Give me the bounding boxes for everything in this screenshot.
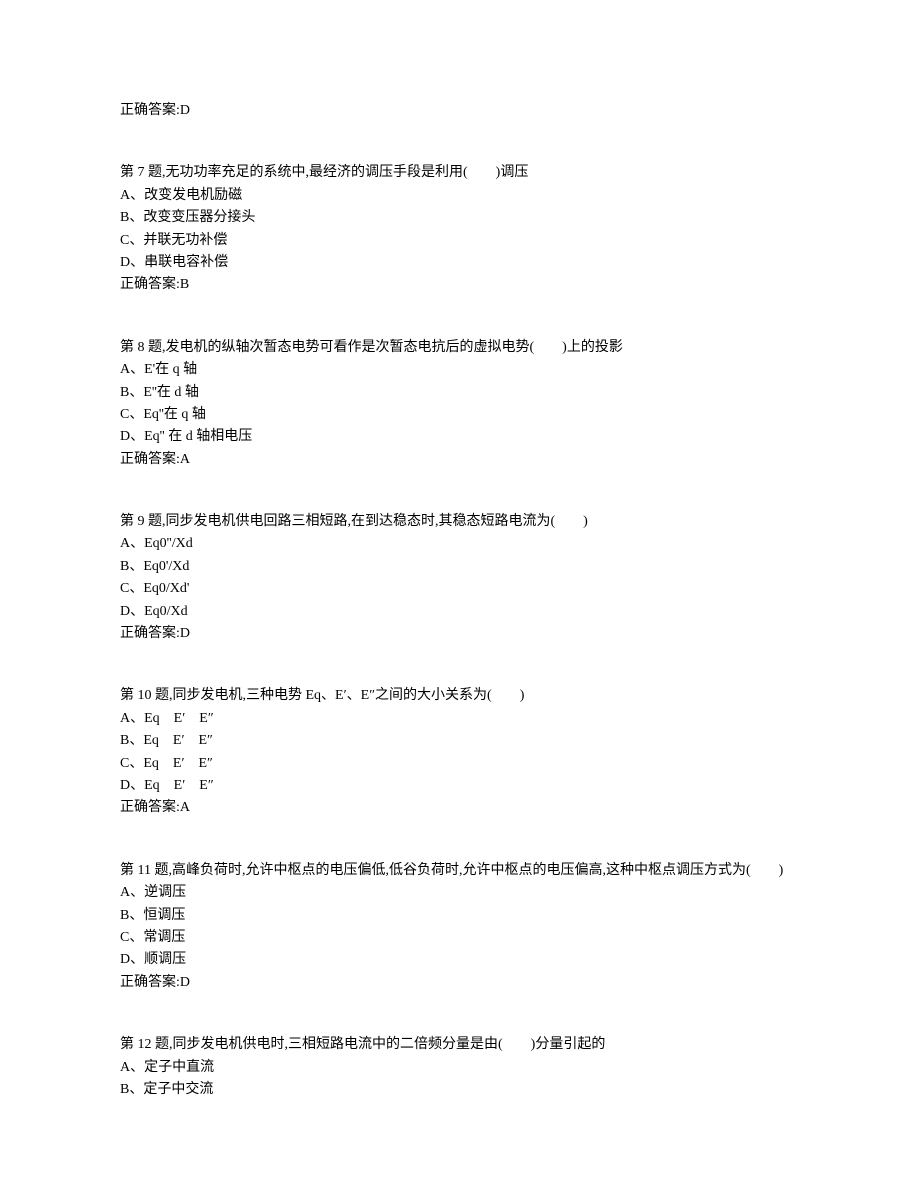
option-c: C、常调压	[120, 927, 800, 949]
option-d: D、Eq E′ E″	[120, 775, 800, 797]
option-b: B、恒调压	[120, 905, 800, 927]
option-c: C、并联无功补偿	[120, 230, 800, 252]
question-block-8: 第 8 题,发电机的纵轴次暂态电势可看作是次暂态电抗后的虚拟电势( )上的投影 …	[120, 337, 800, 471]
option-b: B、定子中交流	[120, 1079, 800, 1101]
option-a: A、定子中直流	[120, 1057, 800, 1079]
question-header: 第 7 题,无功功率充足的系统中,最经济的调压手段是利用( )调压	[120, 162, 800, 184]
question-block-10: 第 10 题,同步发电机,三种电势 Eq、E′、E″之间的大小关系为( ) A、…	[120, 685, 800, 819]
question-header: 第 11 题,高峰负荷时,允许中枢点的电压偏低,低谷负荷时,允许中枢点的电压偏高…	[120, 860, 800, 882]
question-block-11: 第 11 题,高峰负荷时,允许中枢点的电压偏低,低谷负荷时,允许中枢点的电压偏高…	[120, 860, 800, 994]
option-d: D、Eq0/Xd	[120, 601, 800, 623]
question-block-7: 第 7 题,无功功率充足的系统中,最经济的调压手段是利用( )调压 A、改变发电…	[120, 162, 800, 296]
option-b: B、Eq0'/Xd	[120, 556, 800, 578]
option-b: B、E''在 d 轴	[120, 382, 800, 404]
correct-answer: 正确答案:A	[120, 797, 800, 819]
top-answer-line: 正确答案:D	[120, 100, 800, 122]
correct-answer: 正确答案:A	[120, 449, 800, 471]
option-d: D、串联电容补偿	[120, 252, 800, 274]
question-header: 第 9 题,同步发电机供电回路三相短路,在到达稳态时,其稳态短路电流为( )	[120, 511, 800, 533]
option-c: C、Eq0/Xd'	[120, 578, 800, 600]
option-c: C、Eq E′ E″	[120, 753, 800, 775]
correct-answer: 正确答案:D	[120, 972, 800, 994]
option-b: B、Eq E′ E″	[120, 730, 800, 752]
question-block-9: 第 9 题,同步发电机供电回路三相短路,在到达稳态时,其稳态短路电流为( ) A…	[120, 511, 800, 645]
option-a: A、E'在 q 轴	[120, 359, 800, 381]
option-a: A、Eq0''/Xd	[120, 533, 800, 555]
correct-answer: 正确答案:D	[120, 623, 800, 645]
question-header: 第 8 题,发电机的纵轴次暂态电势可看作是次暂态电抗后的虚拟电势( )上的投影	[120, 337, 800, 359]
option-c: C、Eq''在 q 轴	[120, 404, 800, 426]
option-a: A、改变发电机励磁	[120, 185, 800, 207]
question-header: 第 10 题,同步发电机,三种电势 Eq、E′、E″之间的大小关系为( )	[120, 685, 800, 707]
correct-answer: 正确答案:B	[120, 274, 800, 296]
option-b: B、改变变压器分接头	[120, 207, 800, 229]
option-d: D、顺调压	[120, 949, 800, 971]
option-a: A、逆调压	[120, 882, 800, 904]
question-block-12: 第 12 题,同步发电机供电时,三相短路电流中的二倍频分量是由( )分量引起的 …	[120, 1034, 800, 1101]
option-d: D、Eq'' 在 d 轴相电压	[120, 426, 800, 448]
option-a: A、Eq E′ E″	[120, 708, 800, 730]
question-header: 第 12 题,同步发电机供电时,三相短路电流中的二倍频分量是由( )分量引起的	[120, 1034, 800, 1056]
